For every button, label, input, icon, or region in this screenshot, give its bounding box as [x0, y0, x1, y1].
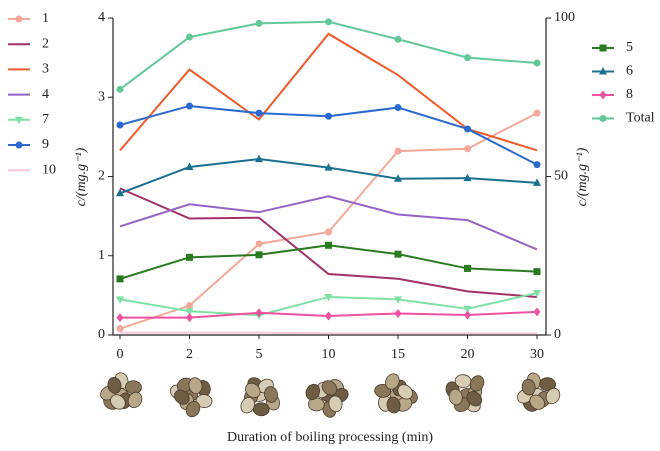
- point: [464, 145, 471, 152]
- point: [186, 34, 193, 41]
- point: [256, 240, 263, 247]
- x-tick-label: 10: [322, 347, 336, 362]
- series-line: [120, 333, 537, 334]
- legend-label: 6: [626, 64, 633, 79]
- point: [117, 313, 124, 322]
- y-tick-label: 1: [98, 248, 105, 263]
- y-tick-label: 3: [98, 89, 105, 104]
- point: [395, 104, 402, 111]
- y-axis-label: c/(mg.g⁻¹): [74, 147, 89, 206]
- legend-label: 7: [42, 112, 49, 127]
- point: [186, 254, 193, 261]
- chart: c/(mg.g⁻¹) c/(mg.g⁻¹) Duration of boilin…: [0, 0, 660, 451]
- y-tick-label: 2: [98, 169, 105, 184]
- legend-label: 5: [626, 40, 633, 55]
- point: [16, 16, 23, 23]
- x-tick-label: 5: [256, 347, 263, 362]
- point: [325, 113, 332, 120]
- y2-tick-label: 50: [554, 169, 568, 184]
- point: [464, 125, 471, 132]
- point: [325, 242, 332, 249]
- point: [117, 86, 124, 93]
- point: [256, 20, 263, 27]
- point: [534, 268, 541, 275]
- series-line: [120, 196, 537, 249]
- legend-label: 9: [42, 137, 49, 152]
- y2-axis-label: c/(mg.g⁻¹): [575, 147, 590, 206]
- point: [186, 302, 193, 309]
- x-tick-label: 15: [391, 347, 405, 362]
- x-tick-label: 30: [530, 347, 544, 362]
- x-axis-label: Duration of boiling processing (min): [227, 430, 433, 445]
- point: [464, 265, 471, 272]
- legend-label: 10: [42, 162, 56, 177]
- point: [325, 311, 332, 320]
- point: [325, 228, 332, 235]
- x-tick-label: 2: [186, 347, 193, 362]
- legend-label: 2: [42, 36, 49, 51]
- point: [464, 54, 471, 61]
- point: [534, 161, 541, 168]
- point: [395, 36, 402, 43]
- point: [255, 155, 263, 163]
- point: [256, 251, 263, 258]
- x-tick-label: 0: [117, 347, 124, 362]
- point: [600, 45, 607, 52]
- point: [117, 121, 124, 128]
- y-tick-label: 4: [98, 10, 105, 25]
- point: [16, 142, 23, 149]
- point: [534, 110, 541, 117]
- point: [534, 307, 541, 316]
- y-tick-label: 0: [98, 327, 105, 342]
- point: [256, 110, 263, 117]
- legend-label: 8: [626, 87, 633, 102]
- point: [117, 275, 124, 282]
- point: [325, 18, 332, 25]
- legend-label: Total: [626, 111, 655, 126]
- point: [117, 325, 124, 332]
- point: [534, 60, 541, 67]
- series-line: [120, 22, 537, 90]
- point: [186, 313, 193, 322]
- point: [600, 115, 607, 122]
- point: [395, 251, 402, 258]
- seed-photos: [98, 371, 562, 419]
- point: [464, 311, 471, 320]
- x-tick-label: 20: [461, 347, 475, 362]
- y2-tick-label: 100: [554, 10, 575, 25]
- point: [186, 102, 193, 109]
- point: [600, 91, 607, 100]
- point: [395, 309, 402, 318]
- legend-label: 1: [42, 11, 49, 26]
- legend-label: 4: [42, 87, 49, 102]
- y2-tick-label: 0: [554, 327, 561, 342]
- point: [395, 148, 402, 155]
- legend-label: 3: [42, 62, 49, 77]
